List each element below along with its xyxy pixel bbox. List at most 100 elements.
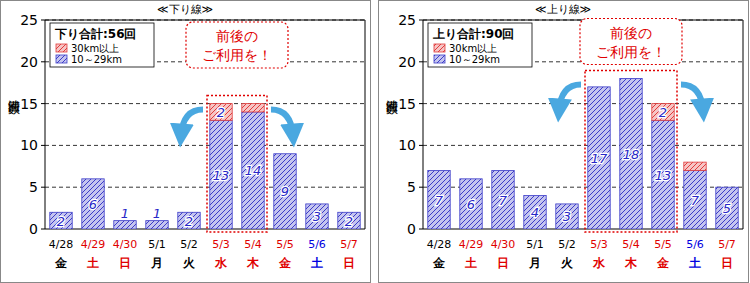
plot-frame — [743, 20, 744, 229]
x-tick-label: 5/1 — [148, 238, 166, 251]
x-tick-label: 4/29 — [459, 238, 484, 251]
tick-label: 10 — [398, 137, 416, 153]
grid-line — [423, 145, 743, 146]
tick-label: 25 — [20, 12, 38, 28]
x-tick-label: 5/2 — [558, 238, 576, 251]
legend-label: 10～29km — [449, 54, 500, 65]
y-axis — [45, 20, 46, 229]
highlight-frame — [585, 71, 677, 232]
tick-label: 20 — [20, 54, 38, 70]
data-label: 9 — [281, 184, 289, 199]
weekday-label: 月 — [150, 256, 163, 270]
data-label: 2 — [57, 214, 65, 229]
y-axis-label: 渋滞回数 — [7, 90, 21, 115]
arrow — [681, 85, 703, 111]
title: ≪下り線≫ — [157, 3, 213, 16]
x-tick-label: 5/4 — [622, 238, 640, 251]
bar — [492, 170, 514, 171]
tick-label: 0 — [407, 221, 416, 237]
bar — [652, 104, 674, 121]
annotation-text: ご利用を！ — [596, 44, 666, 60]
bar — [146, 221, 168, 229]
x-tick-label: 5/6 — [686, 238, 704, 251]
bar — [338, 212, 360, 229]
tick-mark — [41, 229, 45, 230]
x-tick-label: 5/5 — [654, 238, 672, 251]
weekday-label: 日 — [343, 256, 355, 270]
legend-box — [50, 23, 154, 67]
tick-mark — [419, 187, 423, 188]
legend-swatch — [56, 55, 67, 63]
data-labels: 2611213149322 — [57, 105, 353, 229]
x-tick-label: 5/7 — [718, 238, 736, 251]
grid-line — [423, 103, 743, 104]
annotation-box — [580, 19, 682, 65]
bar — [242, 112, 264, 229]
data-label: 1 — [121, 206, 129, 221]
tick-label: 0 — [29, 221, 38, 237]
data-label: 7 — [435, 193, 444, 208]
bars — [428, 79, 738, 229]
weekday-label: 金 — [54, 256, 68, 270]
bar — [242, 104, 264, 112]
bar — [556, 203, 578, 204]
grid-line — [45, 145, 365, 146]
data-label: 3 — [563, 209, 571, 224]
data-label: 14 — [245, 163, 262, 178]
tick-label: 15 — [398, 96, 416, 112]
bar — [492, 170, 514, 229]
tick-mark — [419, 61, 423, 62]
weekday-label: 日 — [721, 256, 733, 270]
bar — [82, 179, 104, 229]
annotation: 前後のご利用を！ — [181, 22, 293, 232]
bar — [114, 221, 136, 229]
tick-mark — [419, 229, 423, 230]
bar — [50, 212, 72, 229]
bar — [306, 204, 328, 229]
annotation-text: 前後の — [216, 28, 258, 44]
data-label: 2 — [185, 214, 193, 229]
bar — [588, 86, 610, 87]
x-tick-label: 5/2 — [180, 238, 198, 251]
grid-line — [45, 20, 365, 21]
bar — [716, 187, 738, 229]
figure: ≪下り線≫0510152025渋滞回数4/28金4/29土4/30日5/1月5/… — [0, 0, 750, 283]
tick-mark — [41, 61, 45, 62]
data-label: 7 — [499, 193, 508, 208]
arrow — [271, 110, 293, 136]
bar — [620, 78, 642, 79]
weekday-label: 土 — [688, 256, 701, 270]
tick-label: 5 — [29, 179, 38, 195]
weekday-label: 土 — [86, 256, 99, 270]
weekday-label: 土 — [464, 256, 477, 270]
x-tick-label: 5/7 — [340, 238, 358, 251]
legend-box — [428, 23, 532, 67]
legend-swatch — [56, 44, 67, 52]
annotation: 前後のご利用を！ — [559, 19, 703, 232]
bar — [274, 153, 296, 154]
tick-mark — [419, 20, 423, 21]
tick-mark — [41, 103, 45, 104]
panel-frame — [1, 1, 371, 283]
bar — [620, 79, 642, 229]
bar — [178, 212, 200, 213]
arrow — [559, 85, 581, 111]
x-tick-label: 5/3 — [590, 238, 608, 251]
bar — [684, 170, 706, 229]
arrow — [181, 110, 203, 136]
legend-label: 30km以上 — [71, 43, 119, 54]
y-axis — [423, 20, 424, 229]
x-tick-label: 4/29 — [81, 238, 106, 251]
grid-line — [45, 103, 365, 104]
data-label: 3 — [313, 209, 321, 224]
bar — [524, 196, 546, 229]
data-label: 13 — [655, 168, 672, 183]
bar — [460, 178, 482, 179]
tick-mark — [419, 103, 423, 104]
weekday-label: 月 — [528, 256, 541, 270]
data-label: 7 — [691, 193, 700, 208]
bar — [428, 170, 450, 171]
weekday-label: 日 — [119, 256, 131, 270]
legend-title: 上り合計:90回 — [432, 27, 515, 41]
data-label: 2 — [217, 105, 225, 120]
